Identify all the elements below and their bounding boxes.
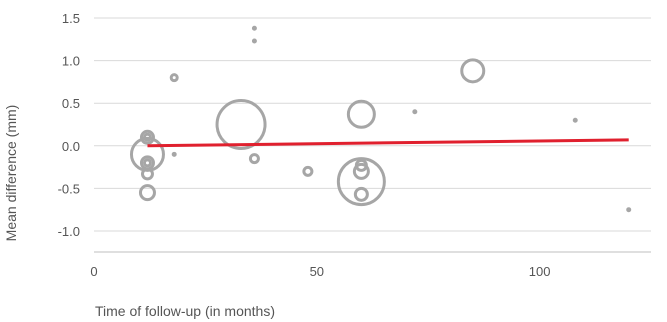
trend-line: [147, 138, 629, 148]
y-tick-label: -1.0: [58, 224, 80, 239]
data-point: [352, 162, 370, 180]
y-tick-label: 1.0: [62, 54, 80, 69]
data-point: [142, 158, 152, 168]
data-point: [169, 73, 179, 83]
y-axis-ticks: -1.0 -0.5 0.0 0.5 1.0 1.5: [58, 11, 80, 239]
data-point: [412, 109, 418, 115]
data-point: [215, 99, 267, 150]
data-point: [140, 167, 154, 181]
data-point: [302, 165, 314, 177]
y-axis-label: Mean difference (mm): [3, 105, 19, 242]
data-point: [336, 157, 386, 207]
trend-line-group: [147, 138, 629, 148]
data-points: [129, 25, 632, 213]
x-axis-label: Time of follow-up (in months): [95, 303, 275, 319]
data-point: [346, 99, 376, 129]
y-tick-label: -0.5: [58, 181, 80, 196]
data-point: [248, 153, 260, 165]
data-point: [171, 151, 177, 157]
x-tick-label: 100: [529, 264, 551, 279]
data-point: [353, 186, 369, 202]
x-tick-label: 50: [310, 264, 324, 279]
data-point: [138, 184, 156, 202]
data-point: [251, 38, 257, 44]
data-point: [139, 129, 155, 145]
grid-lines: [94, 17, 651, 253]
y-tick-label: 0.5: [62, 96, 80, 111]
y-tick-label: 1.5: [62, 11, 80, 26]
data-point: [626, 207, 632, 213]
x-axis-ticks: 0 50 100: [90, 264, 550, 279]
x-tick-label: 0: [90, 264, 97, 279]
data-point: [251, 25, 257, 31]
data-point: [572, 117, 578, 123]
data-point: [460, 58, 486, 84]
y-tick-label: 0.0: [62, 139, 80, 154]
